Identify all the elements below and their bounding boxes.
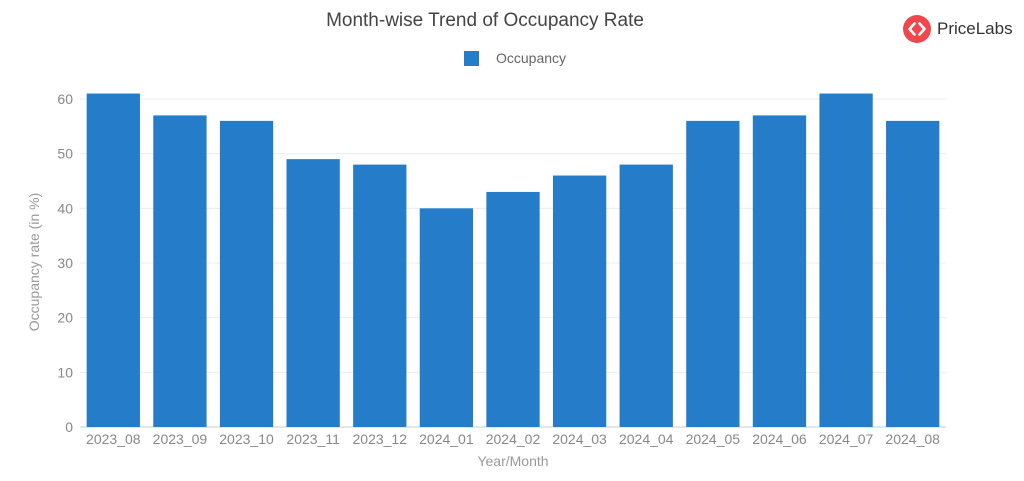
- x-tick-label: 2023_12: [353, 431, 408, 447]
- y-axis-title: Occupancy rate (in %): [26, 193, 42, 332]
- legend-label: Occupancy: [496, 50, 567, 66]
- x-tick-label: 2023_10: [219, 431, 274, 447]
- pricelabs-logo-icon: [903, 15, 931, 43]
- bar-2024_04[interactable]: [619, 164, 673, 427]
- legend-swatch: [464, 50, 479, 66]
- y-tick-label: 60: [57, 91, 73, 107]
- x-tick-label: 2024_05: [686, 431, 741, 447]
- x-tick-label: 2024_01: [419, 431, 474, 447]
- y-axis-ticks: 0 10 20 30 40 50 60: [57, 91, 73, 435]
- chart-title: Month-wise Trend of Occupancy Rate: [326, 10, 644, 31]
- x-tick-label: 2023_11: [286, 431, 340, 447]
- bar-2023_12[interactable]: [353, 164, 407, 427]
- bar-2024_05[interactable]: [686, 120, 740, 427]
- bar-2023_10[interactable]: [219, 120, 274, 427]
- x-tick-label: 2024_08: [885, 431, 940, 447]
- x-tick-label: 2024_03: [552, 431, 607, 447]
- x-tick-label: 2024_02: [486, 431, 541, 447]
- y-tick-label: 20: [57, 310, 73, 326]
- chart-legend[interactable]: Occupancy: [464, 50, 566, 66]
- x-tick-label: 2024_04: [619, 431, 674, 447]
- bar-2024_06[interactable]: [752, 115, 807, 428]
- x-tick-label: 2024_07: [819, 431, 874, 447]
- x-tick-label: 2023_08: [86, 431, 141, 447]
- bar-2024_03[interactable]: [552, 175, 607, 427]
- x-tick-label: 2023_09: [153, 431, 208, 447]
- y-tick-label: 50: [57, 146, 73, 162]
- pricelabs-logo: PriceLabs: [903, 14, 1013, 44]
- bar-2024_02[interactable]: [486, 191, 540, 427]
- logo-text: PriceLabs: [937, 19, 1013, 38]
- x-tick-label: 2024_06: [752, 431, 807, 447]
- bar-2024_07[interactable]: [819, 93, 873, 428]
- bar-2023_09[interactable]: [153, 115, 207, 428]
- bar-2024_01[interactable]: [419, 208, 474, 427]
- bar-2024_08[interactable]: [886, 120, 940, 427]
- bar-2023_11[interactable]: [286, 159, 340, 427]
- x-axis-ticks: 2023_08 2023_09 2023_10 2023_11 2023_12 2024_…: [86, 431, 940, 447]
- y-tick-label: 40: [57, 200, 73, 216]
- x-axis-title: Year/Month: [477, 453, 548, 469]
- bar-2023_08[interactable]: [86, 93, 140, 428]
- bars: [86, 93, 940, 428]
- y-tick-label: 30: [57, 255, 73, 271]
- y-tick-label: 10: [57, 364, 73, 380]
- y-tick-label: 0: [65, 419, 73, 435]
